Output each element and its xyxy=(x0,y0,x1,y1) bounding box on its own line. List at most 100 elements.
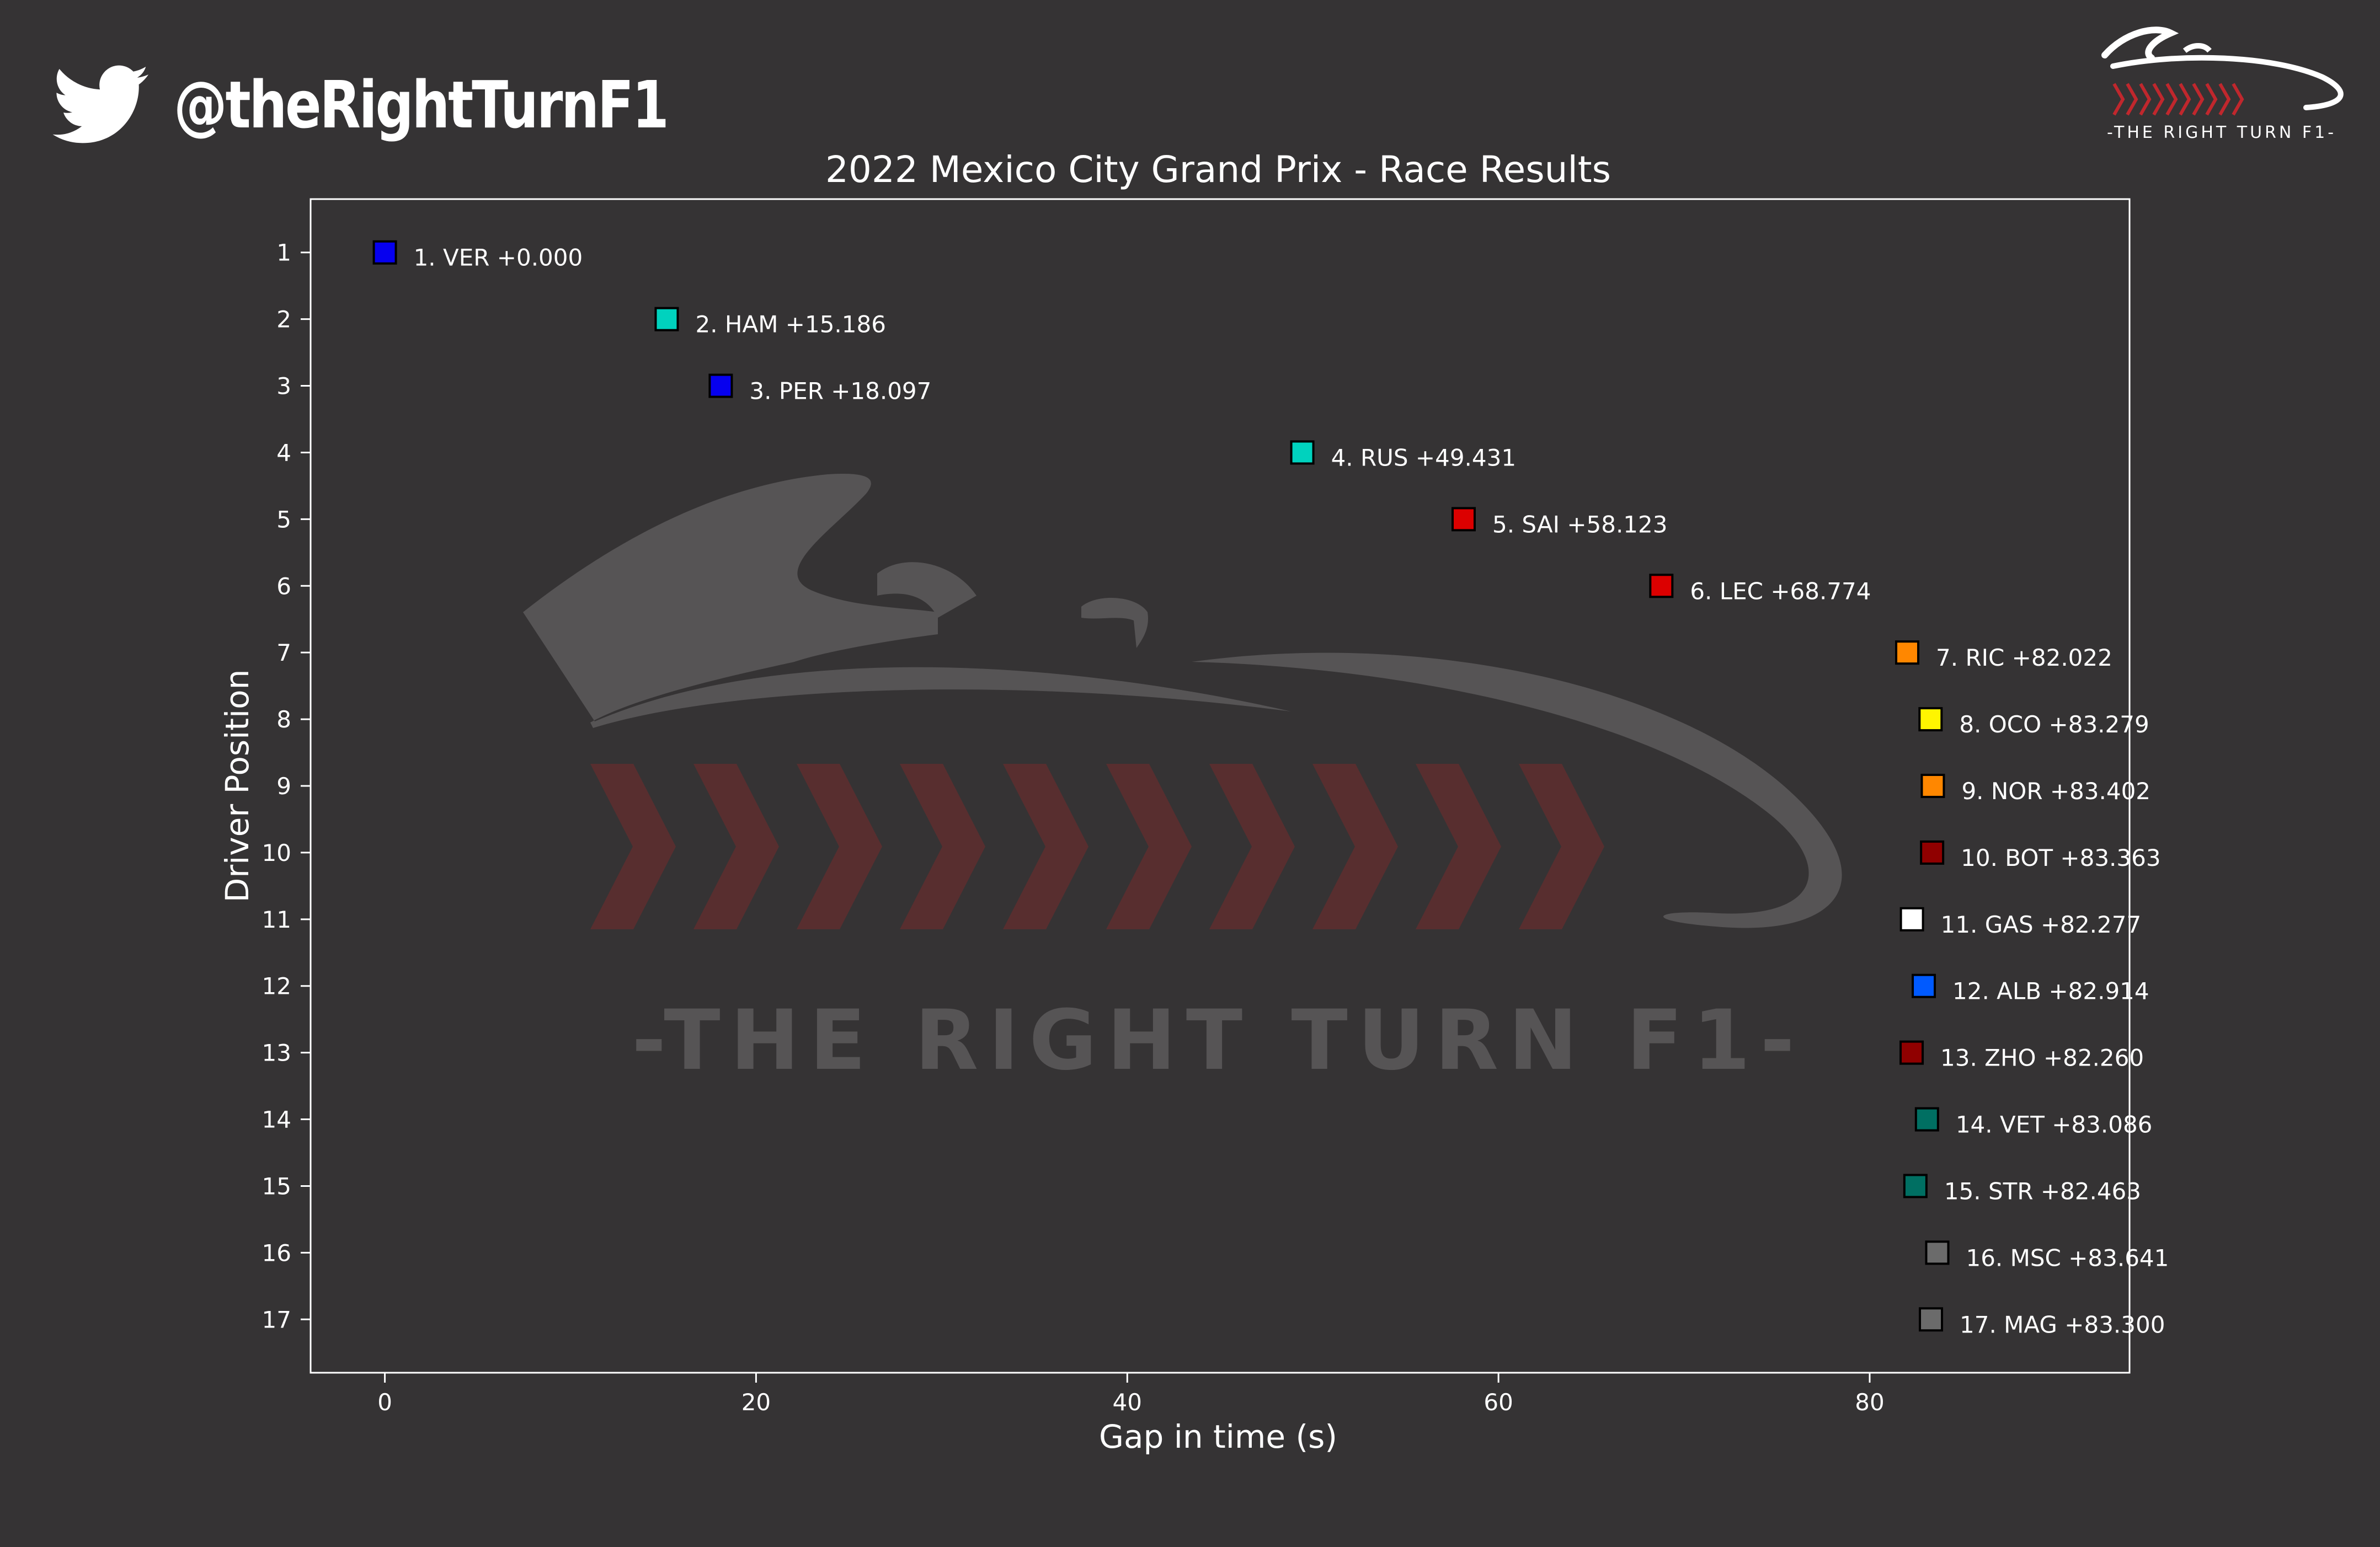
x-tick-label: 20 xyxy=(741,1389,771,1416)
watermark: -THE RIGHT TURN F1- xyxy=(523,474,1842,1089)
point-marker xyxy=(372,240,397,265)
y-tick-label: 2 xyxy=(276,306,291,333)
logo-chevron xyxy=(2112,83,2125,116)
point-marker xyxy=(1895,640,1920,665)
driver-point-msc: 16. MSC +83.641 xyxy=(1925,1240,2169,1271)
point-marker xyxy=(1919,1307,1944,1332)
point-marker xyxy=(1290,440,1315,465)
logo-chevron xyxy=(2126,83,2138,116)
logo-chevron xyxy=(2139,83,2152,116)
point-label: 13. ZHO +82.260 xyxy=(1940,1045,2144,1072)
driver-point-nor: 9. NOR +83.402 xyxy=(1920,774,2150,805)
watermark-chevron xyxy=(1106,764,1192,929)
point-marker xyxy=(654,307,679,331)
y-tick-label: 4 xyxy=(276,439,291,466)
twitter-bird-icon xyxy=(52,65,149,143)
point-marker xyxy=(1899,907,1924,932)
plot-frame xyxy=(309,198,2131,1374)
point-marker xyxy=(1918,707,1943,732)
point-marker xyxy=(1925,1240,1950,1265)
y-tick-label: 6 xyxy=(276,572,291,599)
y-tick-label: 7 xyxy=(276,639,291,666)
y-tick-label: 3 xyxy=(276,373,291,400)
point-marker xyxy=(708,373,733,398)
x-tick-label: 80 xyxy=(1855,1389,1884,1416)
driver-point-ver: 1. VER +0.000 xyxy=(372,240,583,271)
y-tick-label: 8 xyxy=(276,706,291,733)
logo-chevron xyxy=(2205,83,2218,116)
twitter-handle: @theRightTurnF1 xyxy=(52,58,776,152)
point-label: 11. GAS +82.277 xyxy=(1941,911,2142,938)
y-tick-label: 13 xyxy=(262,1040,291,1067)
logo-text: -THE RIGHT TURN F1- xyxy=(2107,123,2336,142)
watermark-chevron xyxy=(900,764,985,929)
driver-point-ham: 2. HAM +15.186 xyxy=(654,307,886,338)
point-label: 15. STR +82.463 xyxy=(1944,1177,2141,1205)
watermark-chevron xyxy=(1209,764,1295,929)
driver-point-mag: 17. MAG +83.300 xyxy=(1919,1307,2165,1338)
x-axis: 0 20 40 60 80 xyxy=(377,1373,1885,1416)
point-label: 16. MSC +83.641 xyxy=(1966,1244,2169,1271)
y-tick-label: 15 xyxy=(262,1173,291,1200)
logo-chevron xyxy=(2192,83,2205,116)
driver-point-ric: 7. RIC +82.022 xyxy=(1895,640,2112,671)
watermark-chevron xyxy=(797,764,882,929)
y-tick-label: 10 xyxy=(262,839,291,866)
point-label: 8. OCO +83.279 xyxy=(1959,711,2149,738)
driver-point-vet: 14. VET +83.086 xyxy=(1914,1107,2153,1138)
brand-logo: -THE RIGHT TURN F1- xyxy=(2101,26,2344,142)
point-marker xyxy=(1920,840,1945,865)
watermark-chevron xyxy=(1519,764,1604,929)
y-tick-label: 16 xyxy=(262,1239,291,1266)
logo-chevrons xyxy=(2112,83,2244,116)
x-tick-label: 60 xyxy=(1484,1389,1513,1416)
point-label: 14. VET +83.086 xyxy=(1956,1111,2153,1138)
data-points: 1. VER +0.000 2. HAM +15.186 3. PER +18.09… xyxy=(372,240,2169,1338)
logo-chevron xyxy=(2165,83,2178,116)
driver-point-oco: 8. OCO +83.279 xyxy=(1918,707,2149,738)
watermark-text: -THE RIGHT TURN F1- xyxy=(632,993,1805,1089)
y-tick-label: 11 xyxy=(262,906,291,933)
y-tick-label: 5 xyxy=(276,506,291,533)
point-label: 1. VER +0.000 xyxy=(414,244,583,271)
watermark-chevron xyxy=(590,764,676,929)
logo-chevron xyxy=(2179,83,2191,116)
logo-chevron xyxy=(2232,83,2244,116)
chart-title: 2022 Mexico City Grand Prix - Race Resul… xyxy=(825,148,1611,191)
watermark-chevron xyxy=(693,764,779,929)
point-label: 10. BOT +83.363 xyxy=(1961,844,2160,871)
point-label: 12. ALB +82.914 xyxy=(1952,978,2149,1005)
point-label: 9. NOR +83.402 xyxy=(1961,778,2150,805)
y-tick-label: 9 xyxy=(276,773,291,800)
driver-point-bot: 10. BOT +83.363 xyxy=(1920,840,2161,871)
driver-point-alb: 12. ALB +82.914 xyxy=(1912,973,2149,1005)
point-marker xyxy=(1912,973,1936,998)
y-axis-label: Driver Position xyxy=(218,670,256,903)
y-tick-label: 12 xyxy=(262,973,291,1000)
x-axis-label: Gap in time (s) xyxy=(1099,1418,1337,1455)
y-tick-label: 17 xyxy=(262,1306,291,1333)
point-label: 17. MAG +83.300 xyxy=(1960,1311,2165,1338)
driver-point-rus: 4. RUS +49.431 xyxy=(1290,440,1517,471)
point-marker xyxy=(1899,1040,1924,1065)
point-marker xyxy=(1903,1174,1928,1198)
logo-chevron xyxy=(2218,83,2231,116)
point-label: 5. SAI +58.123 xyxy=(1492,511,1667,538)
point-marker xyxy=(1920,774,1945,798)
point-label: 2. HAM +15.186 xyxy=(695,311,885,338)
point-label: 4. RUS +49.431 xyxy=(1331,444,1517,471)
point-label: 7. RIC +82.022 xyxy=(1936,644,2112,671)
watermark-chevron xyxy=(1312,764,1398,929)
driver-point-sai: 5. SAI +58.123 xyxy=(1451,507,1667,538)
point-label: 3. PER +18.097 xyxy=(749,378,931,405)
y-tick-label: 14 xyxy=(262,1106,291,1133)
watermark-chevrons xyxy=(590,764,1604,929)
logo-chevron xyxy=(2152,83,2165,116)
point-marker xyxy=(1914,1107,1939,1132)
driver-point-lec: 6. LEC +68.774 xyxy=(1649,574,1871,604)
point-marker xyxy=(1451,507,1476,532)
x-tick-label: 0 xyxy=(377,1389,392,1416)
driver-point-str: 15. STR +82.463 xyxy=(1903,1174,2141,1205)
